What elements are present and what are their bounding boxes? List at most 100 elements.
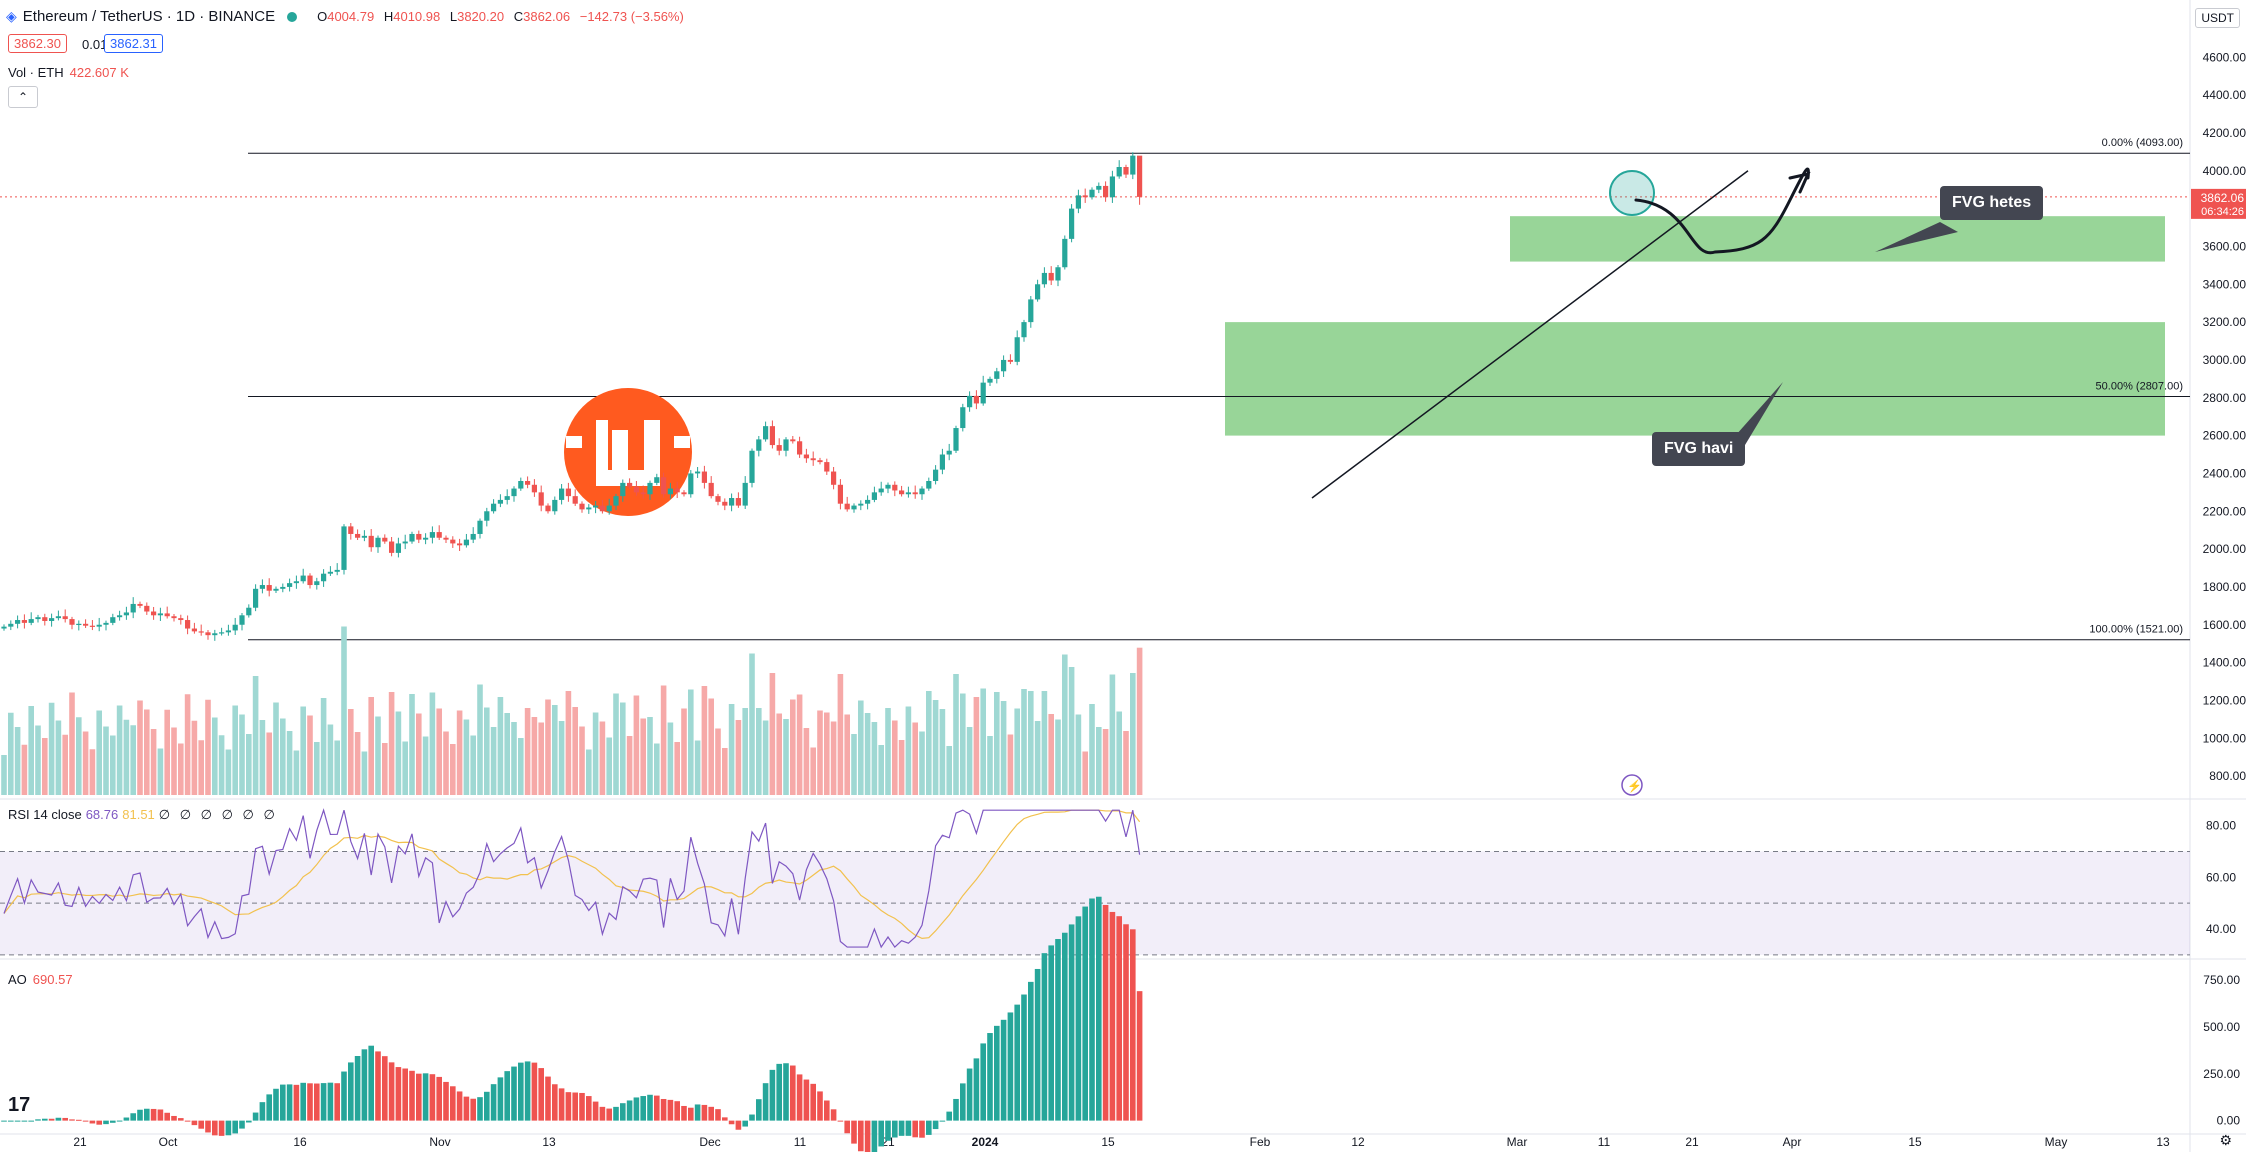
symbol-legend[interactable]: ◈ Ethereum / TetherUS · 1D · BINANCE O40… xyxy=(6,8,684,25)
ao-bar xyxy=(674,1101,680,1121)
volume-bar xyxy=(178,743,184,795)
candle-body xyxy=(865,499,871,504)
candle-body xyxy=(178,618,184,621)
ao-bar xyxy=(871,1120,878,1152)
ao-bar xyxy=(858,1120,864,1152)
volume-bar xyxy=(382,743,388,795)
candle-body xyxy=(919,488,925,495)
callout-pointer xyxy=(1875,222,1958,252)
fvg-havi-callout[interactable]: FVG havi xyxy=(1652,432,1746,466)
volume-bar xyxy=(14,727,21,795)
candle-body xyxy=(219,632,225,634)
rsi-axis-label: 40.00 xyxy=(2206,922,2236,936)
tradingview-logo-icon[interactable]: 17 xyxy=(8,1094,31,1116)
currency-button[interactable]: USDT xyxy=(2195,8,2240,28)
volume-bar xyxy=(456,710,463,795)
candle-body xyxy=(212,633,218,636)
lightning-icon: ⚡ xyxy=(1627,779,1642,793)
low-key: L xyxy=(449,9,458,24)
candle-body xyxy=(368,535,374,548)
symbol-title: Ethereum / TetherUS · 1D · BINANCE xyxy=(22,8,276,25)
gear-icon[interactable]: ⚙ xyxy=(2219,1132,2232,1148)
ao-bar xyxy=(892,1120,898,1138)
candle-body xyxy=(627,482,633,487)
ao-bar xyxy=(1130,929,1136,1121)
candle-body xyxy=(899,490,905,495)
candle-body xyxy=(1137,155,1143,197)
candle-body xyxy=(21,620,27,623)
candle-body xyxy=(1035,284,1041,300)
volume-bar xyxy=(1,755,7,795)
candle-body xyxy=(640,492,646,495)
volume-bar xyxy=(123,719,130,795)
ao-bar xyxy=(157,1109,164,1121)
candle-body xyxy=(198,631,204,633)
volume-bar xyxy=(42,738,48,795)
ao-bar xyxy=(722,1117,728,1121)
ao-bar xyxy=(572,1092,578,1121)
ao-legend[interactable]: AO 690.57 xyxy=(8,972,73,987)
ao-bar xyxy=(429,1074,436,1121)
volume-bar xyxy=(110,735,116,795)
volume-bar xyxy=(851,734,857,795)
candle-body xyxy=(783,439,789,451)
rsi-legend[interactable]: RSI 14 close 68.76 81.51 ∅ ∅ ∅ ∅ ∅ ∅ xyxy=(8,807,278,823)
ao-bar xyxy=(205,1120,211,1133)
volume-bar xyxy=(633,695,640,795)
candle-body xyxy=(137,603,143,606)
volume-bar xyxy=(443,731,449,795)
volume-bar xyxy=(225,749,232,795)
volume-bar xyxy=(837,674,844,795)
fvg-hetes-callout[interactable]: FVG hetes xyxy=(1940,186,2044,220)
ao-bar xyxy=(810,1083,816,1121)
candle-body xyxy=(300,575,306,582)
rsi-line xyxy=(3,808,1141,949)
candle-body xyxy=(341,526,347,570)
ao-bar xyxy=(538,1068,544,1121)
volume-bar xyxy=(660,685,667,795)
volume-bar xyxy=(96,710,102,795)
candle-body xyxy=(613,496,619,506)
buy-price-button[interactable]: 3862.31 xyxy=(104,34,163,53)
ao-bar xyxy=(803,1079,810,1121)
candle-body xyxy=(205,632,211,636)
volume-bar xyxy=(810,747,816,795)
candle-body xyxy=(62,616,68,620)
brand-logo-mark xyxy=(596,420,660,486)
time-axis-label: 21 xyxy=(1685,1135,1699,1149)
time-axis-label: 2024 xyxy=(972,1135,999,1149)
volume-bar xyxy=(69,692,75,795)
candle-body xyxy=(246,607,252,616)
volume-legend[interactable]: Vol · ETH 422.607 K xyxy=(8,65,129,80)
price-axis-label: 4400.00 xyxy=(2203,88,2246,102)
ao-bar xyxy=(42,1118,48,1121)
candle-body xyxy=(239,615,245,625)
time-axis-label: 11 xyxy=(794,1135,807,1149)
collapse-legend-button[interactable]: ⌃ xyxy=(8,86,38,108)
ao-bar xyxy=(463,1096,470,1121)
candle-body xyxy=(1130,155,1136,175)
candle-body xyxy=(701,471,707,483)
fvg-zone xyxy=(1225,322,2165,436)
rsi-ma-value: 81.51 xyxy=(122,807,155,822)
change-value: −142.73 (−3.56%) xyxy=(579,9,684,24)
volume-bar xyxy=(35,725,41,795)
price-axis-label: 2800.00 xyxy=(2203,391,2246,405)
candle-body xyxy=(491,503,497,512)
volume-bar xyxy=(980,688,986,795)
volume-bar xyxy=(708,698,714,795)
volume-bar xyxy=(824,712,830,795)
ao-bar xyxy=(1041,953,1048,1121)
candle-body xyxy=(871,492,877,500)
ao-bar xyxy=(817,1091,823,1121)
candle-body xyxy=(164,613,170,617)
volume-bar xyxy=(987,736,993,795)
candle-body xyxy=(722,501,728,506)
sell-price-button[interactable]: 3862.30 xyxy=(8,34,67,53)
open-value: 4004.79 xyxy=(327,9,375,24)
candle-body xyxy=(851,505,857,510)
candle-body xyxy=(69,619,75,625)
ao-bar xyxy=(1014,1004,1020,1121)
candle-body xyxy=(511,488,517,497)
